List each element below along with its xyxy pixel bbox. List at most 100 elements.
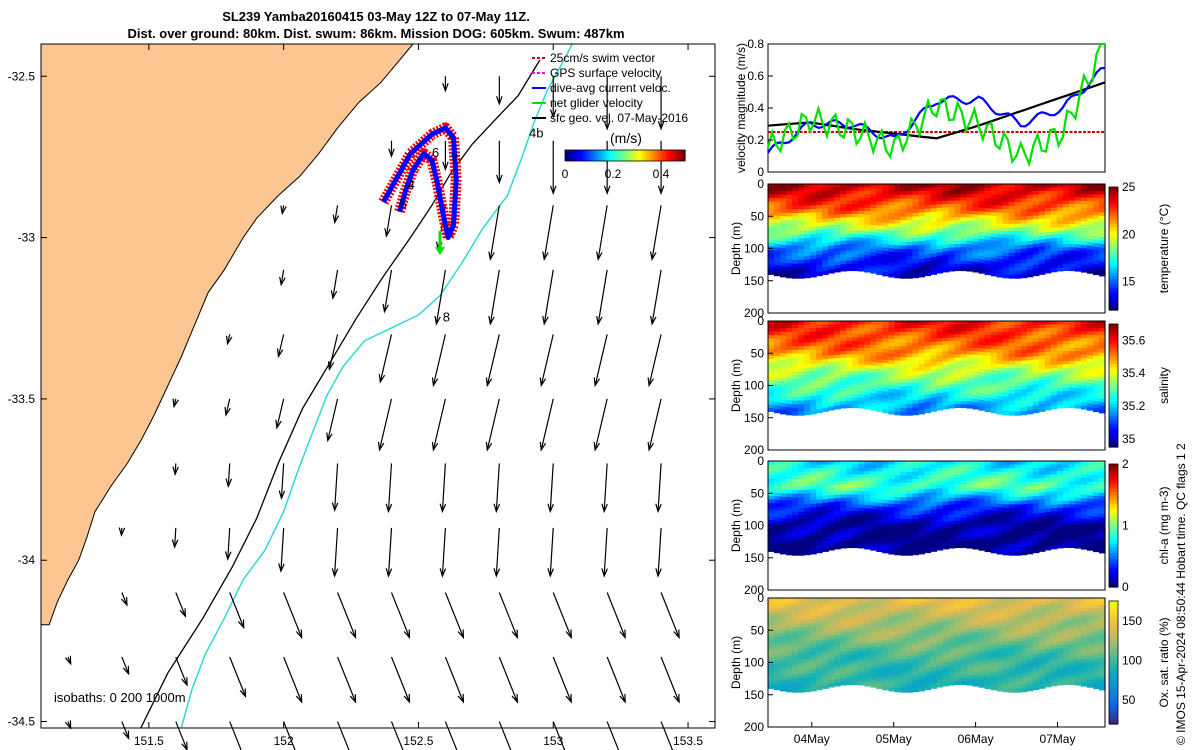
colorbar-cell <box>639 150 642 161</box>
section-cell <box>846 504 853 509</box>
section-cell <box>1008 493 1016 498</box>
section-cell <box>996 184 1004 189</box>
section-cell <box>930 502 938 507</box>
section-cell <box>936 386 944 390</box>
section-cell <box>894 321 901 326</box>
current-vector-head <box>349 629 357 640</box>
section-cell <box>1026 403 1034 408</box>
section-cell <box>858 387 865 392</box>
section-cell <box>1086 351 1094 356</box>
current-vector-head <box>388 148 395 158</box>
section-cell <box>1068 321 1076 325</box>
section-cell <box>930 218 938 223</box>
section-cell <box>798 508 805 513</box>
section-cell <box>786 551 793 556</box>
section-cell <box>864 402 871 407</box>
section-cell <box>1050 525 1058 530</box>
section-cell <box>1074 244 1082 249</box>
section-cell <box>816 499 823 504</box>
section-cell <box>1044 338 1052 343</box>
section-cell <box>768 390 775 395</box>
section-cell <box>1002 234 1010 239</box>
current-vector-head <box>593 377 601 388</box>
section-cell <box>852 344 859 349</box>
section-cell <box>780 363 787 368</box>
section-cell <box>1080 488 1088 493</box>
section-cell <box>972 491 980 496</box>
current-vector-head <box>122 665 130 676</box>
section-cell <box>834 258 841 263</box>
section-cell <box>888 378 895 383</box>
section-cell <box>918 251 925 256</box>
section-cell <box>798 518 805 524</box>
section-cell <box>924 538 932 543</box>
section-cell <box>960 334 968 339</box>
section-cell <box>816 482 823 487</box>
section-cell <box>954 210 962 215</box>
section-cell <box>858 484 865 489</box>
section-cell <box>810 324 817 329</box>
section-cell <box>810 546 817 551</box>
current-vector-head <box>619 694 626 704</box>
section-cell <box>1068 477 1076 482</box>
section-cell <box>804 241 811 246</box>
section-cell <box>786 357 793 362</box>
section-cell <box>1099 409 1106 414</box>
section-cell <box>1080 402 1088 407</box>
section-cell <box>930 461 938 466</box>
section-cell <box>1026 385 1034 390</box>
section-cell <box>1056 401 1064 406</box>
colorbar-cell <box>1109 562 1118 567</box>
section-cell <box>1026 388 1034 393</box>
section-cell <box>774 468 781 473</box>
section-cell <box>1093 184 1100 189</box>
section-cell <box>834 251 841 256</box>
section-cell <box>924 461 932 466</box>
section-cell <box>834 528 841 533</box>
section-cell <box>780 266 787 271</box>
section-cell <box>822 331 829 336</box>
section-cell <box>918 482 925 487</box>
section-cell <box>786 479 793 484</box>
colorbar-cell <box>1109 279 1118 283</box>
section-cell <box>966 197 974 202</box>
section-cell <box>840 517 847 522</box>
section-cell <box>876 267 883 272</box>
section-cell <box>1062 210 1070 215</box>
section-cell <box>1056 224 1064 228</box>
section-cell <box>828 522 835 527</box>
section-cell <box>960 354 968 359</box>
section-cell <box>942 200 950 205</box>
section-cell <box>822 474 829 479</box>
section-cell <box>936 512 944 517</box>
section-cell <box>948 267 956 272</box>
section-cell <box>894 385 901 391</box>
section-cell <box>1086 194 1094 199</box>
section-cell <box>918 528 925 533</box>
section-cell <box>960 537 968 542</box>
section-cell <box>876 366 883 371</box>
section-cell <box>798 357 805 362</box>
section-cell <box>1074 194 1082 198</box>
current-vector-head <box>349 694 357 704</box>
section-cell <box>828 399 835 404</box>
y-tick-label: -32.5 <box>8 69 36 83</box>
section-cell <box>978 539 986 544</box>
section-cell <box>984 499 992 504</box>
section-cell <box>1086 467 1094 472</box>
section-cell <box>768 355 775 360</box>
section-cell <box>780 511 787 516</box>
section-cell <box>960 487 968 492</box>
section-cell <box>930 190 938 195</box>
section-cell <box>1008 331 1016 337</box>
section-cell <box>1074 184 1082 188</box>
section-cell <box>894 191 901 196</box>
section-cell <box>936 324 944 329</box>
section-cell <box>1099 461 1106 466</box>
section-cell <box>774 461 781 466</box>
colorbar-cell <box>597 150 600 161</box>
section-cell <box>960 397 968 402</box>
current-vector-head <box>601 568 608 578</box>
section-cell <box>960 233 968 238</box>
section-cell <box>852 357 859 362</box>
